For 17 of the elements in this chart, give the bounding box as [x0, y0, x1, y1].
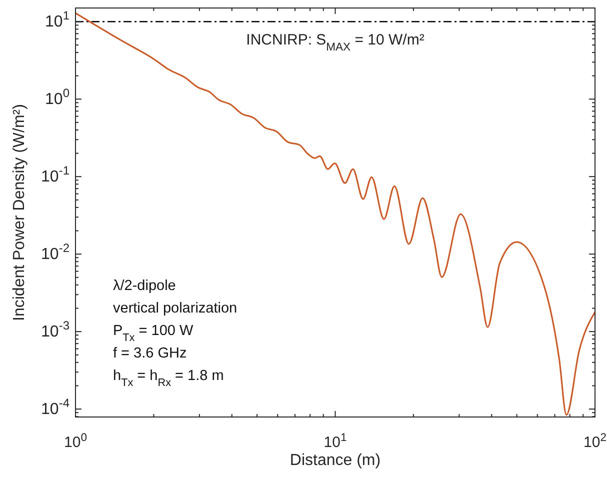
- annotation: h$_{Tx}$ = h$_{Rx}$ = 1.8 m: [113, 368, 224, 389]
- y-tick-label: 10$^{-1}$: [41, 164, 70, 186]
- x-tick-label: 10$^{1}$: [324, 432, 347, 451]
- x-tick-label: 10$^{0}$: [64, 432, 87, 451]
- annotation: P$_{Tx}$ = 100 W: [113, 323, 194, 344]
- y-tick-label: 10$^{0}$: [45, 86, 70, 108]
- annotation: f = 3.6 GHz: [113, 346, 187, 362]
- x-axis-title: Distance (m): [290, 452, 381, 469]
- ref-line-label: INCNIRP: S$_{MAX}$ = 10 W/m²: [246, 32, 424, 54]
- x-tick-label: 10$^{2}$: [584, 432, 606, 451]
- y-tick-label: 10$^{-2}$: [41, 241, 70, 264]
- y-tick-label: 10$^{-4}$: [41, 396, 70, 418]
- y-tick-label: 10$^{1}$: [45, 8, 70, 31]
- annotation: λ/2-dipole: [113, 278, 176, 294]
- y-tick-label: 10$^{-3}$: [41, 318, 70, 341]
- y-axis-title: Incident Power Density (W/m²): [11, 104, 28, 321]
- annotation: vertical polarization: [113, 300, 238, 316]
